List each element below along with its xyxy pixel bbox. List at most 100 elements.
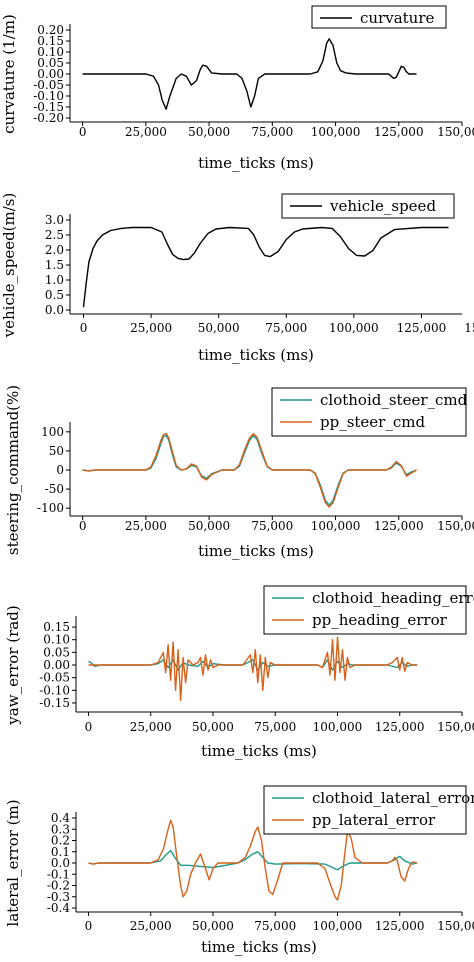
legend-box [311,5,447,29]
y-tick-label: 2.5 [45,228,64,242]
y-tick-label: 0.10 [43,633,70,647]
x-tick-label: 0 [85,919,93,933]
series-line-pp_heading_error [88,636,418,702]
y-tick-label: 0 [56,463,64,477]
legend-label: clothoid_heading_error [312,589,474,607]
y-tick-label: 1.0 [45,273,64,287]
series-line-pp_steer_cmd [82,433,417,508]
x-tick-label: 100,000 [311,125,361,139]
y-tick-label: -0.2 [47,879,70,893]
x-tick-label: 125,000 [374,125,424,139]
y-tick-label: 0.0 [51,856,70,870]
x-tick-label: 50,000 [192,720,234,734]
legend-box [271,387,467,437]
y-axis-label: vehicle_speed(m/s) [0,193,18,339]
legend: clothoid_lateral_error pp_lateral_error [263,785,474,835]
x-tick-label: 150,000 [437,720,474,734]
y-tick-label: 0.20 [37,23,64,37]
x-tick-label: 125,000 [375,919,425,933]
x-tick-label: 150,000 [437,125,474,139]
y-tick-label: -0.1 [47,867,70,881]
legend: clothoid_steer_cmd pp_steer_cmd [271,387,468,437]
y-tick-label: 0.4 [51,811,70,825]
series-line-pp_lateral_error [88,819,418,901]
y-tick-label: 1.5 [45,258,64,272]
y-tick-label: 0.00 [37,67,64,81]
y-tick-label: 0.5 [45,288,64,302]
y-tick-label: 3.0 [45,213,64,227]
x-tick-label: 75,000 [265,321,307,335]
x-tick-label: 50,000 [192,919,234,933]
x-tick-label: 25,000 [130,919,172,933]
x-tick-label: 125,000 [374,519,424,533]
legend-box [263,785,467,835]
y-tick-label: 0.3 [51,822,70,836]
legend: vehicle_speed [281,193,455,219]
y-tick-label: -0.20 [33,111,64,125]
x-tick-label: 50,000 [188,519,230,533]
y-tick-label: -0.05 [33,78,64,92]
x-tick-label: 150,000 [464,321,474,335]
chart-panel-1: 0.200.150.100.050.00-0.05-0.10-0.15-0.20… [0,5,474,172]
chart-panel-3: 100 50 0 -50 -100 0 25,000 50,000 75,000 100,000 1… [4,385,474,560]
y-tick-label: 0.1 [51,845,70,859]
legend-label: pp_steer_cmd [320,413,425,431]
x-tick-label: 75,000 [254,919,296,933]
x-axis-label: time_ticks (ms) [201,938,317,956]
x-axis-label: time_ticks (ms) [198,154,314,172]
y-axis-label: curvature (1/m) [0,14,18,134]
legend: clothoid_heading_error pp_heading_error [263,585,474,635]
x-tick-label: 25,000 [130,720,172,734]
x-tick-label: 150,000 [437,919,474,933]
x-tick-label: 0 [79,519,87,533]
y-axis-label: lateral_error (m) [4,799,22,926]
y-tick-label: -0.15 [39,696,70,710]
chart-panel-2: 3.02.52.01.51.00.50.0 0 25,000 50,000 75,000… [0,193,474,364]
x-tick-label: 25,000 [130,321,172,335]
x-tick-label: 100,000 [313,720,363,734]
y-tick-label: -50 [45,482,64,496]
y-tick-label: -0.15 [33,100,64,114]
y-tick-label: 0.10 [37,45,64,59]
x-tick-label: 50,000 [198,321,240,335]
legend-label: pp_lateral_error [312,811,436,829]
legend: curvature [311,5,447,29]
x-tick-label: 100,000 [313,919,363,933]
x-tick-label: 0 [85,720,93,734]
y-tick-label: 2.0 [45,243,64,257]
y-tick-label: 0.05 [37,56,64,70]
legend-label: vehicle_speed [329,197,436,215]
legend-label: curvature [360,9,435,27]
y-tick-label: 0.2 [51,834,70,848]
x-axis-label: time_ticks (ms) [198,346,314,364]
x-tick-label: 25,000 [125,519,167,533]
y-axis-label: yaw_error (rad) [4,605,22,725]
x-tick-label: 75,000 [251,125,293,139]
legend-box [263,585,467,635]
x-tick-label: 25,000 [125,125,167,139]
x-tick-label: 100,000 [311,519,361,533]
x-axis-label: time_ticks (ms) [201,742,317,760]
x-tick-label: 150,000 [437,519,474,533]
series-line-vehicle_speed [82,226,449,308]
chart-panel-5: 0.40.30.20.10.0-0.1-0.2-0.3-0.4 0 25,000 50… [4,785,474,956]
y-tick-label: -0.10 [33,89,64,103]
x-tick-label: 125,000 [397,321,447,335]
y-tick-label: -0.10 [39,683,70,697]
y-tick-label: 0.0 [45,303,64,317]
y-tick-label: -0.3 [47,890,70,904]
y-tick-label: -0.05 [39,671,70,685]
x-tick-label: 75,000 [254,720,296,734]
legend-label: clothoid_lateral_error [312,789,474,807]
y-tick-label: 0.15 [37,34,64,48]
chart-panel-4: 0.150.100.050.00-0.05-0.10-0.15 0 25,000 50… [4,585,474,760]
y-tick-label: 0.00 [43,658,70,672]
legend-label: clothoid_steer_cmd [320,391,468,409]
y-tick-label: 50 [49,444,64,458]
series-line-curvature [82,38,417,110]
x-tick-label: 0 [80,321,88,335]
y-tick-label: 0.05 [43,645,70,659]
x-tick-label: 75,000 [251,519,293,533]
x-tick-label: 100,000 [329,321,379,335]
